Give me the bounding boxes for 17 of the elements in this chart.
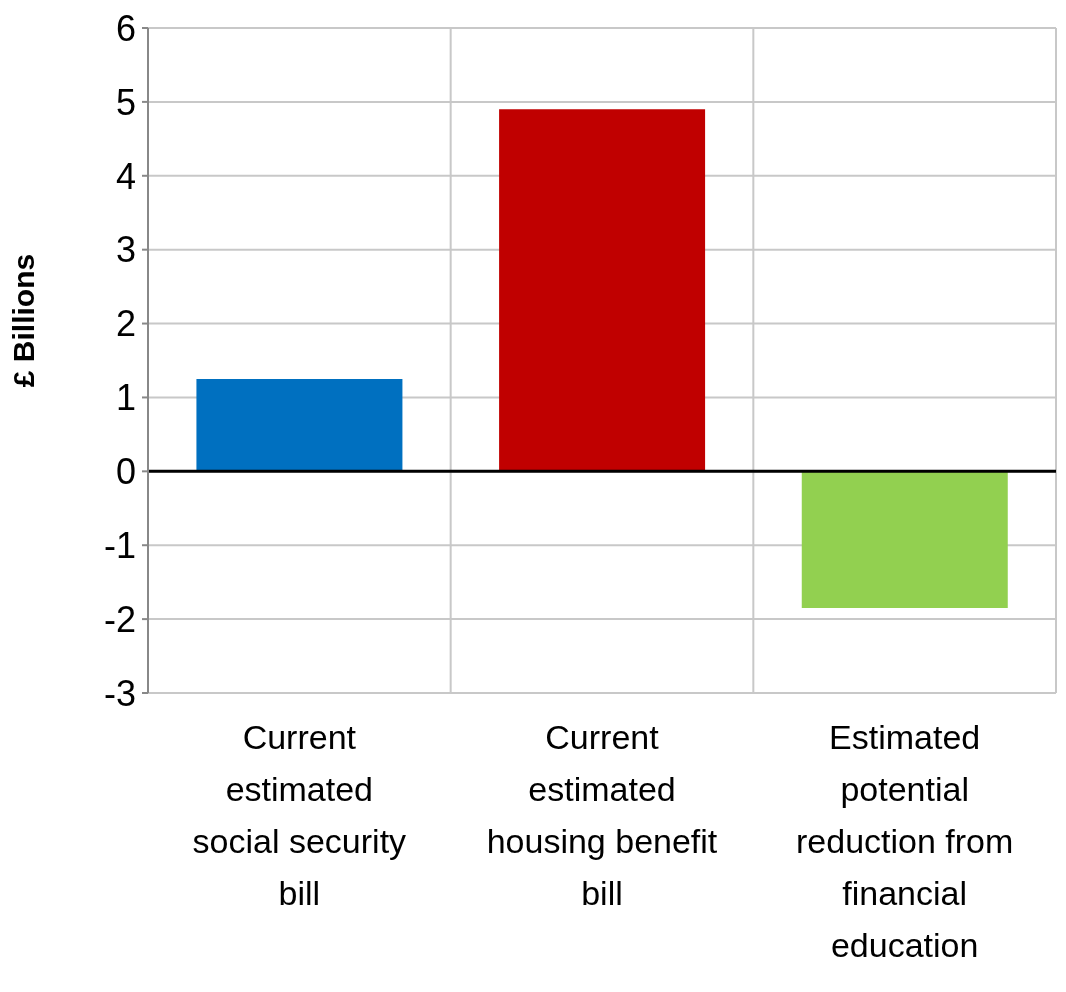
y-axis-title: £ Billions [6, 253, 40, 388]
y-tick-label: 1 [115, 377, 136, 419]
bar [499, 109, 706, 472]
bar [801, 471, 1008, 609]
y-tick-label: 6 [115, 7, 136, 49]
y-tick-label: 5 [115, 81, 136, 123]
y-tick-label: -3 [103, 672, 136, 714]
x-tick-label: Current estimated social security bill [192, 718, 407, 912]
y-tick-label: 4 [115, 155, 136, 197]
x-tick-label: Estimated potential reduction from financial education [796, 718, 1014, 964]
y-tick-label: -1 [103, 525, 136, 566]
x-tick-label: Current estimated housing benefit bill [486, 718, 718, 912]
y-tick-label: 2 [115, 303, 136, 345]
y-tick-label: 0 [115, 451, 136, 493]
y-tick-label: -2 [103, 598, 136, 640]
bar [196, 378, 403, 472]
y-tick-label: 3 [115, 229, 136, 271]
